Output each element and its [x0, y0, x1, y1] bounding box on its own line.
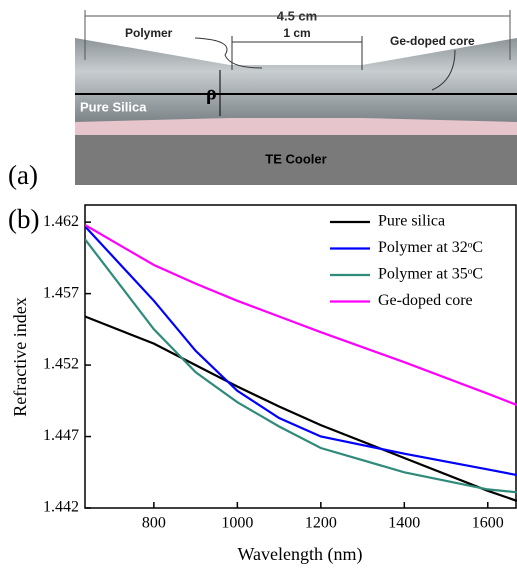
pointer [431, 49, 456, 91]
te-cooler [75, 135, 517, 185]
series-line [85, 224, 517, 407]
legend-label: Polymer at 35ᵒC [378, 266, 483, 283]
substrate [75, 118, 517, 136]
x-tick-label: 1600 [472, 515, 504, 532]
length-label: 4.5 cm [277, 8, 317, 23]
cooler-label: TE Cooler [265, 151, 326, 166]
series-line [85, 238, 517, 494]
fiber [75, 38, 517, 122]
x-tick-label: 1400 [388, 515, 420, 532]
y-tick-label: 1.452 [43, 356, 79, 373]
panel-b: (b) Wavelength (nm) Refractive index 1.4… [8, 204, 517, 565]
legend-label: Pure silica [378, 213, 445, 230]
y-tick-label: 1.457 [43, 284, 79, 301]
panel-label: (b) [8, 204, 39, 234]
x-tick-label: 1200 [305, 515, 337, 532]
panel-label: (a) [8, 160, 38, 190]
series-line [85, 225, 517, 477]
pointer [194, 37, 263, 69]
legend-label: Ge-doped core [378, 292, 473, 309]
x-axis-label: Wavelength (nm) [237, 544, 362, 565]
core-label: Ge-doped core [390, 34, 475, 48]
y-tick-label: 1.447 [43, 427, 79, 444]
middle-length-label: 1 cm [283, 26, 310, 40]
y-axis-label: Refractive index [10, 297, 30, 416]
polymer-label: Polymer [125, 26, 173, 40]
x-tick-label: 800 [142, 515, 166, 532]
y-tick-label: 1.462 [43, 213, 79, 230]
panel-a: 4.5 cm Polymer 1 cm Ge-doped core ρ Pure… [8, 8, 517, 190]
radius-label: ρ [206, 83, 217, 105]
legend-label: Polymer at 32ᵒC [378, 239, 483, 256]
cladding-label: Pure Silica [80, 99, 147, 114]
x-tick-label: 1000 [221, 515, 253, 532]
plot-frame [84, 204, 517, 509]
series-line [85, 315, 517, 502]
y-tick-label: 1.442 [43, 499, 79, 516]
